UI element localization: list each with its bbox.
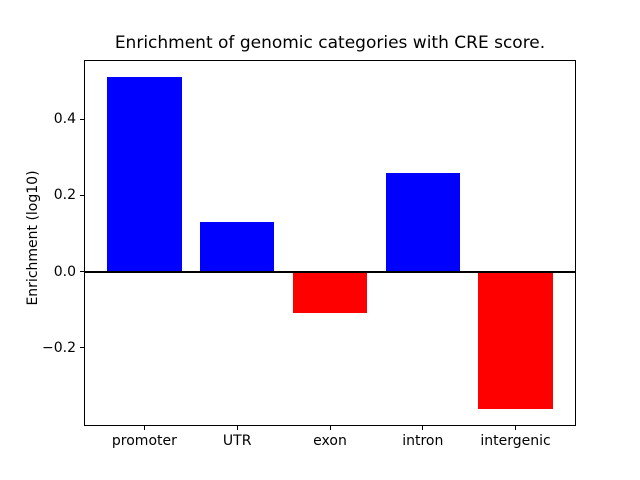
bar-intergenic — [478, 271, 553, 409]
x-tick-label-exon: exon — [313, 433, 347, 449]
x-tick-mark — [143, 426, 145, 430]
bar-UTR — [200, 222, 275, 272]
x-tick-label-intergenic: intergenic — [480, 433, 551, 449]
y-tick-label: 0.2 — [53, 187, 76, 204]
bar-intron — [385, 172, 460, 272]
y-tick-mark — [80, 271, 84, 273]
bar-exon — [292, 271, 368, 314]
y-tick-mark — [80, 118, 84, 120]
y-tick-label: 0.4 — [53, 111, 76, 128]
x-tick-mark — [329, 426, 331, 430]
x-tick-label-intron: intron — [402, 433, 444, 449]
zero-line — [85, 270, 575, 273]
x-tick-label-promoter: promoter — [111, 433, 177, 449]
y-tick-label: −0.2 — [42, 339, 76, 356]
x-tick-mark — [236, 426, 238, 430]
plot-area — [84, 60, 576, 426]
x-tick-label-UTR: UTR — [222, 433, 252, 449]
y-tick-mark — [80, 194, 84, 196]
x-tick-mark — [422, 426, 424, 430]
y-tick-label: 0.0 — [53, 263, 76, 280]
y-tick-mark — [80, 347, 84, 349]
chart-title: Enrichment of genomic categories with CR… — [114, 33, 546, 53]
x-tick-mark — [515, 426, 517, 430]
bar-promoter — [107, 77, 182, 272]
